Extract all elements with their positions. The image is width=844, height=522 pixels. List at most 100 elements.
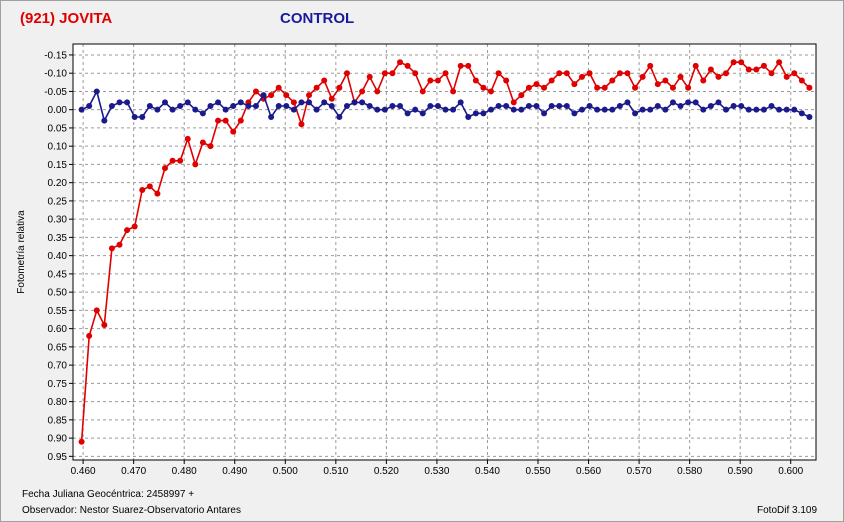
x-tick-label: 0.480 — [172, 466, 197, 477]
y-tick-label: -0.10 — [44, 69, 67, 80]
target-data-point — [548, 77, 555, 84]
control-data-point — [488, 106, 495, 113]
target-data-point — [563, 70, 570, 77]
y-tick-label: 0.35 — [48, 233, 68, 244]
control-data-point — [518, 106, 525, 113]
control-data-point — [677, 103, 684, 110]
control-data-point — [101, 117, 108, 124]
control-data-point — [412, 106, 419, 113]
control-data-point — [669, 99, 676, 106]
x-tick-label: 0.470 — [121, 466, 146, 477]
target-data-point — [525, 84, 532, 91]
target-data-point — [192, 161, 199, 168]
control-data-point — [419, 110, 426, 117]
control-data-point — [700, 106, 707, 113]
control-data-point — [343, 103, 350, 110]
target-data-point — [518, 92, 525, 99]
target-data-point — [389, 70, 396, 77]
control-data-point — [237, 99, 244, 106]
control-data-point — [510, 106, 517, 113]
y-tick-label: 0.15 — [48, 160, 68, 171]
target-data-point — [359, 88, 366, 95]
y-tick-label: 0.75 — [48, 379, 68, 390]
target-data-point — [647, 62, 654, 69]
y-tick-label: 0.65 — [48, 342, 68, 353]
control-data-point — [472, 110, 479, 117]
control-data-point — [571, 110, 578, 117]
control-data-point — [647, 106, 654, 113]
control-data-point — [389, 103, 396, 110]
control-data-point — [503, 103, 510, 110]
target-data-point — [616, 70, 623, 77]
control-data-point — [381, 106, 388, 113]
target-data-point — [632, 84, 639, 91]
control-data-point — [730, 103, 737, 110]
control-data-point — [783, 106, 790, 113]
target-data-point — [715, 73, 722, 80]
target-data-point — [298, 121, 305, 128]
target-data-point — [381, 70, 388, 77]
y-tick-label: 0.05 — [48, 123, 68, 134]
y-tick-label: 0.80 — [48, 397, 68, 408]
control-data-point — [321, 99, 328, 106]
control-data-point — [753, 106, 760, 113]
y-tick-label: 0.20 — [48, 178, 68, 189]
target-data-point — [154, 190, 161, 197]
target-data-point — [768, 70, 775, 77]
y-tick-label: 0.85 — [48, 415, 68, 426]
target-data-point — [723, 70, 730, 77]
target-data-point — [578, 73, 585, 80]
target-data-point — [745, 66, 752, 73]
target-data-point — [677, 73, 684, 80]
y-tick-label: 0.90 — [48, 434, 68, 445]
target-data-point — [662, 77, 669, 84]
target-data-point — [434, 77, 441, 84]
target-data-point — [503, 77, 510, 84]
control-data-point — [745, 106, 752, 113]
control-data-point — [207, 103, 214, 110]
x-tick-label: 0.540 — [475, 466, 500, 477]
control-data-point — [108, 103, 115, 110]
target-data-point — [457, 62, 464, 69]
target-data-point — [275, 84, 282, 91]
control-data-point — [154, 106, 161, 113]
target-data-point — [692, 62, 699, 69]
target-data-point — [541, 84, 548, 91]
control-data-point — [146, 103, 153, 110]
target-data-point — [571, 81, 578, 88]
control-data-point — [275, 103, 282, 110]
control-data-point — [715, 99, 722, 106]
control-data-point — [495, 103, 502, 110]
target-data-point — [783, 73, 790, 80]
target-data-point — [412, 70, 419, 77]
x-tick-label: 0.600 — [778, 466, 803, 477]
target-data-point — [609, 77, 616, 84]
target-data-point — [328, 95, 335, 102]
target-data-point — [290, 99, 297, 106]
observer-footer: Observador: Nestor Suarez-Observatorio A… — [22, 505, 241, 516]
control-data-point — [434, 103, 441, 110]
target-data-point — [700, 77, 707, 84]
control-data-point — [374, 106, 381, 113]
control-data-point — [639, 106, 646, 113]
target-data-point — [495, 70, 502, 77]
control-data-point — [124, 99, 131, 106]
control-data-point — [601, 106, 608, 113]
target-data-point — [161, 165, 168, 172]
y-tick-label: 0.95 — [48, 452, 68, 463]
control-data-point — [328, 103, 335, 110]
target-data-point — [798, 77, 805, 84]
target-data-point — [139, 186, 146, 193]
x-tick-label: 0.520 — [374, 466, 399, 477]
target-data-point — [639, 73, 646, 80]
control-data-point — [260, 92, 267, 99]
control-data-point — [139, 113, 146, 120]
x-tick-label: 0.460 — [71, 466, 96, 477]
target-data-point — [124, 227, 131, 234]
target-data-point — [283, 92, 290, 99]
control-data-point — [616, 103, 623, 110]
target-data-point — [586, 70, 593, 77]
target-data-point — [93, 307, 100, 314]
control-data-point — [480, 110, 487, 117]
target-data-point — [776, 59, 783, 66]
